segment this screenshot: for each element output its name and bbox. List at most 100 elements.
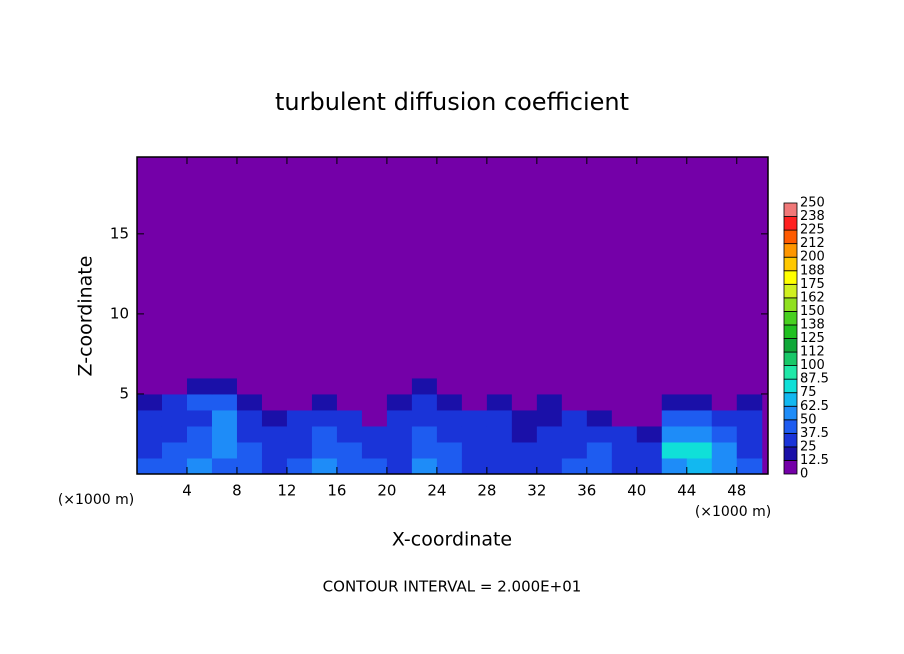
heat-cell	[436, 457, 463, 475]
heat-cell	[736, 409, 763, 427]
heat-cell	[286, 361, 313, 379]
heat-cell	[236, 457, 263, 475]
heat-cell	[211, 377, 238, 395]
heat-cell	[561, 409, 588, 427]
heat-cell	[511, 345, 538, 363]
heat-cell	[286, 457, 313, 475]
colorbar-swatch	[783, 432, 798, 448]
heat-cell	[236, 377, 263, 395]
heat-cell	[536, 345, 563, 363]
heat-cell	[736, 441, 763, 459]
heat-cell	[411, 345, 438, 363]
colorbar-label: 150	[800, 304, 825, 319]
colorbar-label: 87.5	[800, 372, 829, 387]
heat-cell	[661, 425, 688, 443]
x-tick-label: 24	[427, 482, 446, 500]
colorbar-swatch	[783, 256, 798, 272]
heat-cell	[611, 393, 638, 411]
heat-cell	[511, 409, 538, 427]
heat-cell	[736, 425, 763, 443]
heat-cell	[511, 377, 538, 395]
heat-cell	[186, 457, 213, 475]
heat-cell	[361, 393, 388, 411]
heat-cell	[536, 457, 563, 475]
heat-cell	[736, 361, 763, 379]
colorbar-swatch	[783, 446, 798, 461]
heat-cell	[686, 441, 713, 459]
heat-cell	[486, 425, 513, 443]
heat-cell	[336, 345, 363, 363]
colorbar-swatch	[783, 310, 798, 326]
heat-cell	[736, 377, 763, 395]
heat-cell	[336, 361, 363, 379]
heat-cell	[436, 345, 463, 363]
colorbar-swatch	[783, 351, 798, 366]
colorbar-label: 25	[800, 439, 817, 454]
heat-cell	[161, 393, 188, 411]
colorbar-swatch	[783, 405, 798, 421]
x-tick-label: 12	[277, 482, 296, 500]
colorbar-label: 175	[800, 277, 825, 292]
colorbar-swatch	[783, 378, 798, 394]
heat-cell	[361, 345, 388, 363]
colorbar-label: 238	[800, 209, 825, 224]
x-tick-label: 16	[327, 482, 346, 500]
heat-cell	[686, 361, 713, 379]
heat-cell	[586, 377, 613, 395]
heat-cell	[686, 393, 713, 411]
heat-cell	[586, 361, 613, 379]
footer: CONTOUR INTERVAL = 2.000E+01	[323, 578, 582, 596]
heat-cell	[137, 361, 163, 379]
heat-cell	[137, 441, 163, 459]
heat-cell	[311, 441, 338, 459]
heat-cell	[236, 361, 263, 379]
heat-cell	[411, 393, 438, 411]
heat-cell	[411, 361, 438, 379]
heat-cell	[186, 361, 213, 379]
heat-cell	[386, 361, 413, 379]
colorbar-label: 112	[800, 345, 825, 360]
heat-cell	[711, 345, 738, 363]
colorbar-label: 250	[800, 196, 825, 211]
heat-cell	[436, 377, 463, 395]
heat-cell	[261, 361, 288, 379]
heat-cell	[261, 377, 288, 395]
heat-cell	[286, 345, 313, 363]
heat-cell	[486, 377, 513, 395]
heat-cell	[686, 409, 713, 427]
heat-cell	[561, 345, 588, 363]
heat-cell	[261, 393, 288, 411]
x-tick-label: 8	[232, 482, 242, 500]
heat-cell	[561, 393, 588, 411]
heat-cell	[686, 377, 713, 395]
heat-cell	[211, 361, 238, 379]
heat-cell	[436, 393, 463, 411]
colorbar-label: 200	[800, 250, 825, 265]
heat-cell	[386, 377, 413, 395]
heat-cell	[586, 393, 613, 411]
heat-cell	[161, 345, 188, 363]
heat-cell	[361, 425, 388, 443]
heat-cell	[336, 425, 363, 443]
heat-cell	[536, 441, 563, 459]
heat-cell	[311, 409, 338, 427]
heat-cell	[611, 457, 638, 475]
heat-cell	[336, 409, 363, 427]
heat-cell	[286, 425, 313, 443]
colorbar-swatch	[783, 297, 798, 312]
heat-cell	[736, 393, 763, 411]
plot-frame	[136, 156, 769, 475]
heat-cell	[536, 393, 563, 411]
heat-cell	[137, 393, 163, 411]
heat-cell	[261, 441, 288, 459]
heat-cell	[386, 457, 413, 475]
colorbar-label: 50	[800, 412, 817, 427]
heat-cell	[137, 425, 163, 443]
heat-cell	[636, 457, 663, 475]
colorbar-label: 100	[800, 358, 825, 373]
heat-cell	[336, 441, 363, 459]
heat-cell	[137, 457, 163, 475]
colorbar-label: 125	[800, 331, 825, 346]
colorbar-label: 75	[800, 385, 817, 400]
heat-cell	[386, 345, 413, 363]
